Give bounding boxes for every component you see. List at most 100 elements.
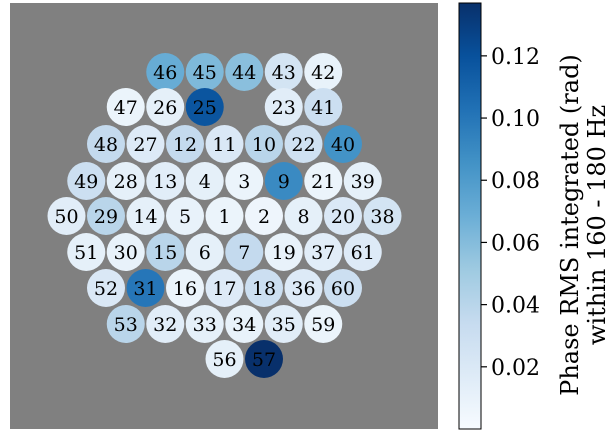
segment-21-cell — [304, 162, 343, 200]
segment-16-label: 16 — [173, 278, 197, 300]
segment-18-label: 18 — [252, 278, 276, 300]
segment-17-cell — [205, 269, 244, 307]
segment-17-label: 17 — [212, 278, 236, 300]
segment-44-label: 44 — [232, 62, 256, 84]
segment-2-label: 2 — [258, 206, 270, 228]
segment-30-cell — [106, 233, 145, 271]
colorbar-tick-label: 0.04 — [491, 294, 540, 319]
segment-37-label: 37 — [311, 242, 335, 264]
segment-9-cell — [264, 162, 303, 200]
segment-10-label: 10 — [252, 134, 276, 156]
segment-53-label: 53 — [114, 314, 138, 336]
colorbar-tick-label: 0.12 — [491, 45, 540, 70]
segment-6-label: 6 — [199, 242, 211, 264]
segment-56-cell — [205, 340, 244, 378]
segment-56-label: 56 — [212, 349, 236, 371]
segment-39-cell — [343, 162, 382, 200]
segment-21-label: 21 — [311, 171, 335, 193]
segment-52-cell — [87, 269, 125, 307]
segment-12-cell — [166, 125, 204, 163]
segment-6-cell — [185, 233, 224, 271]
segment-13-cell — [146, 162, 185, 200]
colorbar-tick-label: 0.02 — [491, 356, 540, 381]
segment-19-label: 19 — [272, 242, 296, 264]
segment-9-label: 9 — [278, 171, 290, 193]
segment-42-cell — [304, 53, 343, 91]
segment-12-label: 12 — [173, 134, 197, 156]
segment-32-cell — [146, 305, 185, 343]
segment-38-label: 38 — [370, 206, 394, 228]
segment-36-cell — [284, 269, 323, 307]
segment-5-label: 5 — [179, 206, 191, 228]
segment-59-cell — [304, 305, 343, 343]
segment-49-cell — [67, 162, 106, 200]
segment-59-label: 59 — [311, 314, 335, 336]
segment-40-cell — [324, 125, 362, 163]
colorbar-tick-label: 0.08 — [491, 169, 540, 194]
segment-19-cell — [264, 233, 303, 271]
segment-13-label: 13 — [153, 171, 177, 193]
segment-14-cell — [126, 197, 165, 235]
segment-44-cell — [225, 53, 264, 91]
segment-1-cell — [205, 197, 244, 235]
colorbar-tick-label: 0.10 — [491, 107, 540, 132]
segment-3-cell — [225, 162, 264, 200]
segment-47-cell — [106, 88, 145, 126]
segment-45-label: 45 — [193, 62, 217, 84]
segment-20-label: 20 — [331, 206, 355, 228]
segment-50-cell — [47, 197, 86, 235]
segment-45-cell — [185, 53, 224, 91]
segment-34-label: 34 — [232, 314, 256, 336]
segment-1-label: 1 — [218, 206, 230, 228]
segment-16-cell — [166, 269, 204, 307]
segment-60-label: 60 — [331, 278, 355, 300]
segment-2-cell — [245, 197, 283, 235]
segment-11-cell — [205, 125, 244, 163]
segment-26-label: 26 — [153, 97, 177, 119]
segment-32-label: 32 — [153, 314, 177, 336]
segment-11-label: 11 — [212, 134, 236, 156]
segment-43-label: 43 — [272, 62, 296, 84]
segment-7-label: 7 — [238, 242, 250, 264]
segment-35-label: 35 — [272, 314, 296, 336]
segment-47-label: 47 — [114, 97, 138, 119]
colorbar-label-line1: Phase RMS integrated (rad) — [556, 54, 584, 396]
segment-10-cell — [245, 125, 283, 163]
segment-31-label: 31 — [133, 278, 157, 300]
segment-41-label: 41 — [311, 97, 335, 119]
segment-29-label: 29 — [94, 206, 118, 228]
segment-3-label: 3 — [238, 171, 250, 193]
segment-42-label: 42 — [311, 62, 335, 84]
segment-39-label: 39 — [351, 171, 375, 193]
segment-52-label: 52 — [94, 278, 118, 300]
segment-27-label: 27 — [133, 134, 157, 156]
segment-8-label: 8 — [297, 206, 309, 228]
colorbar-ticks: 0.02 0.04 0.06 0.08 0.10 0.12 — [481, 45, 540, 381]
segment-22-cell — [284, 125, 323, 163]
segment-48-label: 48 — [94, 134, 118, 156]
segment-38-cell — [363, 197, 402, 235]
segment-35-cell — [264, 305, 303, 343]
segment-15-label: 15 — [153, 242, 177, 264]
segment-20-cell — [324, 197, 362, 235]
segment-33-cell — [185, 305, 224, 343]
segment-57-label: 57 — [252, 349, 276, 371]
segment-27-cell — [126, 125, 165, 163]
segment-57-cell — [245, 340, 283, 378]
segment-28-cell — [106, 162, 145, 200]
segment-34-cell — [225, 305, 264, 343]
segment-43-cell — [264, 53, 303, 91]
segment-36-label: 36 — [291, 278, 315, 300]
segment-7-cell — [225, 233, 264, 271]
segment-61-cell — [343, 233, 382, 271]
segment-50-label: 50 — [54, 206, 78, 228]
segment-29-cell — [87, 197, 125, 235]
segment-31-cell — [126, 269, 165, 307]
segment-5-cell — [166, 197, 204, 235]
segment-46-label: 46 — [153, 62, 177, 84]
colorbar-tick-label: 0.06 — [491, 231, 540, 256]
segment-60-cell — [324, 269, 362, 307]
segment-23-cell — [264, 88, 303, 126]
segment-51-label: 51 — [74, 242, 98, 264]
